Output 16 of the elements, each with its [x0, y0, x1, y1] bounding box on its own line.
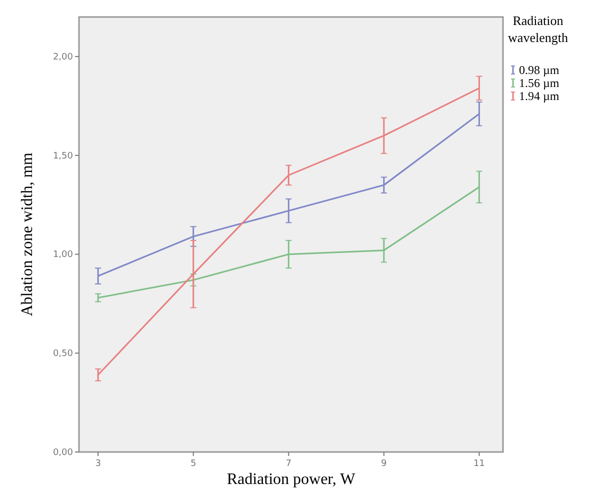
legend-label: 1.94 µm: [519, 89, 560, 103]
y-tick-label: 2,00: [52, 52, 74, 62]
x-tick-label: 11: [473, 459, 485, 469]
y-axis-title: Ablation zone width, mm: [19, 152, 36, 316]
x-tick-label: 3: [95, 459, 101, 469]
legend-label: 0.98 µm: [519, 63, 560, 77]
legend-label: 1.56 µm: [519, 76, 560, 90]
x-tick-label: 5: [190, 459, 196, 469]
x-axis-title: Radiation power, W: [226, 471, 356, 488]
x-tick-label: 9: [381, 459, 388, 469]
y-tick-label: 1,50: [52, 151, 74, 162]
x-tick-label: 7: [286, 459, 292, 469]
y-tick-label: 1,00: [52, 250, 74, 260]
y-tick-label: 0,00: [52, 448, 74, 458]
y-tick-label: 0,50: [52, 349, 74, 360]
legend-title: Radiation wavelength: [508, 13, 568, 45]
